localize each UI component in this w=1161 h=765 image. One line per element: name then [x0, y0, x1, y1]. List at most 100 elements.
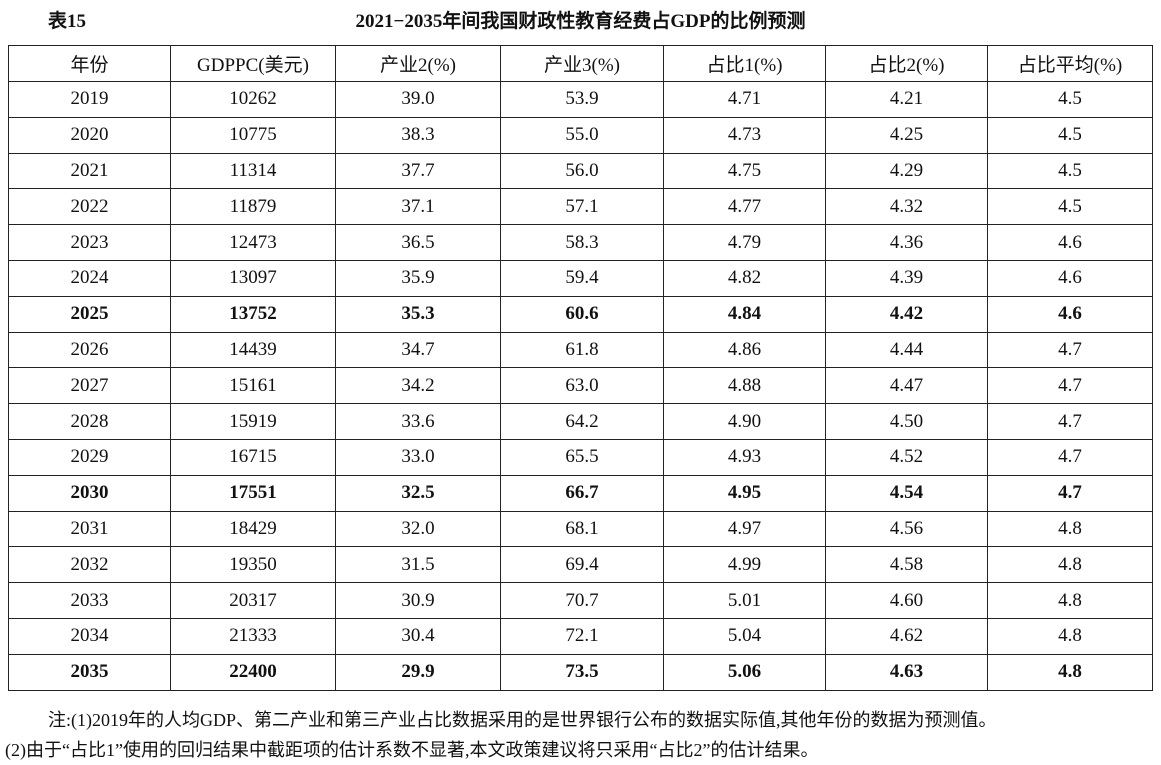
table-cell: 65.5 — [500, 438, 664, 476]
table-cell: 4.95 — [663, 474, 826, 512]
note: (2)由于“占比1”使用的回归结果中截距项的估计系数不显著,本文政策建议将只采用… — [5, 740, 819, 760]
table-cell: 4.5 — [987, 188, 1153, 226]
table-cell: 2031 — [8, 510, 171, 548]
table-cell: 4.88 — [663, 367, 826, 405]
table-cell: 4.71 — [663, 81, 826, 118]
table-cell: 4.8 — [987, 617, 1153, 655]
table-cell: 5.01 — [663, 582, 826, 619]
table-cell: 13752 — [170, 295, 336, 333]
table-cell: 34.7 — [335, 331, 501, 369]
table-cell: 4.56 — [825, 510, 988, 548]
table-cell: 4.6 — [987, 224, 1153, 261]
table-cell: 4.44 — [825, 331, 988, 369]
table-cell: 2027 — [8, 367, 171, 405]
table-cell: 4.6 — [987, 295, 1153, 333]
table-cell: 30.4 — [335, 617, 501, 655]
table-cell: 13097 — [170, 259, 336, 297]
table-cell: 73.5 — [500, 653, 664, 691]
table-cell: 2026 — [8, 331, 171, 369]
table-cell: 66.7 — [500, 474, 664, 512]
table-cell: 29.9 — [335, 653, 501, 691]
table-cell: 4.99 — [663, 546, 826, 584]
table-row: 2031 18429 32.0 68.1 4.97 4.56 4.8 — [8, 510, 1153, 548]
table-cell: 2022 — [8, 188, 171, 226]
column-header: 占比平均(%) — [987, 45, 1153, 82]
table-cell: 4.60 — [825, 582, 988, 619]
table-cell: 16715 — [170, 438, 336, 476]
table-cell: 4.8 — [987, 582, 1153, 619]
table-cell: 2024 — [8, 259, 171, 297]
table-cell: 36.5 — [335, 224, 501, 261]
table-cell: 37.7 — [335, 152, 501, 190]
table-title: 2021−2035年间我国财政性教育经费占GDP的比例预测 — [355, 11, 806, 32]
table-cell: 37.1 — [335, 188, 501, 226]
table-row: 2032 19350 31.5 69.4 4.99 4.58 4.8 — [8, 546, 1153, 584]
table-cell: 4.7 — [987, 367, 1153, 405]
table-cell: 17551 — [170, 474, 336, 512]
table-cell: 4.84 — [663, 295, 826, 333]
table-row: 2020 10775 38.3 55.0 4.73 4.25 4.5 — [8, 116, 1153, 154]
table-cell: 4.86 — [663, 331, 826, 369]
table-cell: 4.21 — [825, 81, 988, 118]
table-cell: 19350 — [170, 546, 336, 584]
table-cell: 4.75 — [663, 152, 826, 190]
table-cell: 4.7 — [987, 331, 1153, 369]
table-cell: 2035 — [8, 653, 171, 691]
table-cell: 4.97 — [663, 510, 826, 548]
table-row: 2023 12473 36.5 58.3 4.79 4.36 4.6 — [8, 224, 1153, 261]
table-cell: 4.25 — [825, 116, 988, 154]
table-body: 2019 10262 39.0 53.9 4.71 4.21 4.5 2020 10775 38.… — [8, 81, 1153, 691]
table-cell: 59.4 — [500, 259, 664, 297]
table-cell: 10262 — [170, 81, 336, 118]
table-row: 2021 11314 37.7 56.0 4.75 4.29 4.5 — [8, 152, 1153, 190]
table-cell: 4.29 — [825, 152, 988, 190]
table-cell: 58.3 — [500, 224, 664, 261]
table-cell: 33.0 — [335, 438, 501, 476]
table-cell: 32.5 — [335, 474, 501, 512]
table-cell: 2032 — [8, 546, 171, 584]
table-cell: 11879 — [170, 188, 336, 226]
table-cell: 39.0 — [335, 81, 501, 118]
table-row: 2030 17551 32.5 66.7 4.95 4.54 4.7 — [8, 474, 1153, 512]
table-cell: 4.39 — [825, 259, 988, 297]
table-cell: 38.3 — [335, 116, 501, 154]
table-cell: 35.9 — [335, 259, 501, 297]
table-cell: 2033 — [8, 582, 171, 619]
table-cell: 35.3 — [335, 295, 501, 333]
table-cell: 4.62 — [825, 617, 988, 655]
table-cell: 4.47 — [825, 367, 988, 405]
table-cell: 15919 — [170, 403, 336, 440]
table-cell: 4.8 — [987, 510, 1153, 548]
table-cell: 11314 — [170, 152, 336, 190]
column-header: GDPPC(美元) — [170, 45, 336, 82]
column-header: 年份 — [8, 45, 171, 82]
table-row: 2025 13752 35.3 60.6 4.84 4.42 4.6 — [8, 295, 1153, 333]
table-cell: 2030 — [8, 474, 171, 512]
table-cell: 70.7 — [500, 582, 664, 619]
table-cell: 4.90 — [663, 403, 826, 440]
table-cell: 4.50 — [825, 403, 988, 440]
table-cell: 5.04 — [663, 617, 826, 655]
table-row: 2034 21333 30.4 72.1 5.04 4.62 4.8 — [8, 617, 1153, 655]
table-row: 2019 10262 39.0 53.9 4.71 4.21 4.5 — [8, 81, 1153, 118]
table-cell: 18429 — [170, 510, 336, 548]
table-cell: 2029 — [8, 438, 171, 476]
table-cell: 4.8 — [987, 653, 1153, 691]
data-table: 年份 GDPPC(美元) 产业2(%) 产业3(%) 占比1(%) 占比2(%) 占比平均(… — [8, 45, 1153, 691]
table-cell: 4.5 — [987, 116, 1153, 154]
table-cell: 4.73 — [663, 116, 826, 154]
table-cell: 2025 — [8, 295, 171, 333]
column-header: 产业2(%) — [335, 45, 501, 82]
table-cell: 2023 — [8, 224, 171, 261]
table-cell: 4.79 — [663, 224, 826, 261]
table-cell: 69.4 — [500, 546, 664, 584]
table-cell: 4.82 — [663, 259, 826, 297]
table-cell: 60.6 — [500, 295, 664, 333]
column-header: 产业3(%) — [500, 45, 664, 82]
table-cell: 22400 — [170, 653, 336, 691]
table-cell: 4.7 — [987, 474, 1153, 512]
table-cell: 4.42 — [825, 295, 988, 333]
table-cell: 12473 — [170, 224, 336, 261]
table-cell: 4.32 — [825, 188, 988, 226]
